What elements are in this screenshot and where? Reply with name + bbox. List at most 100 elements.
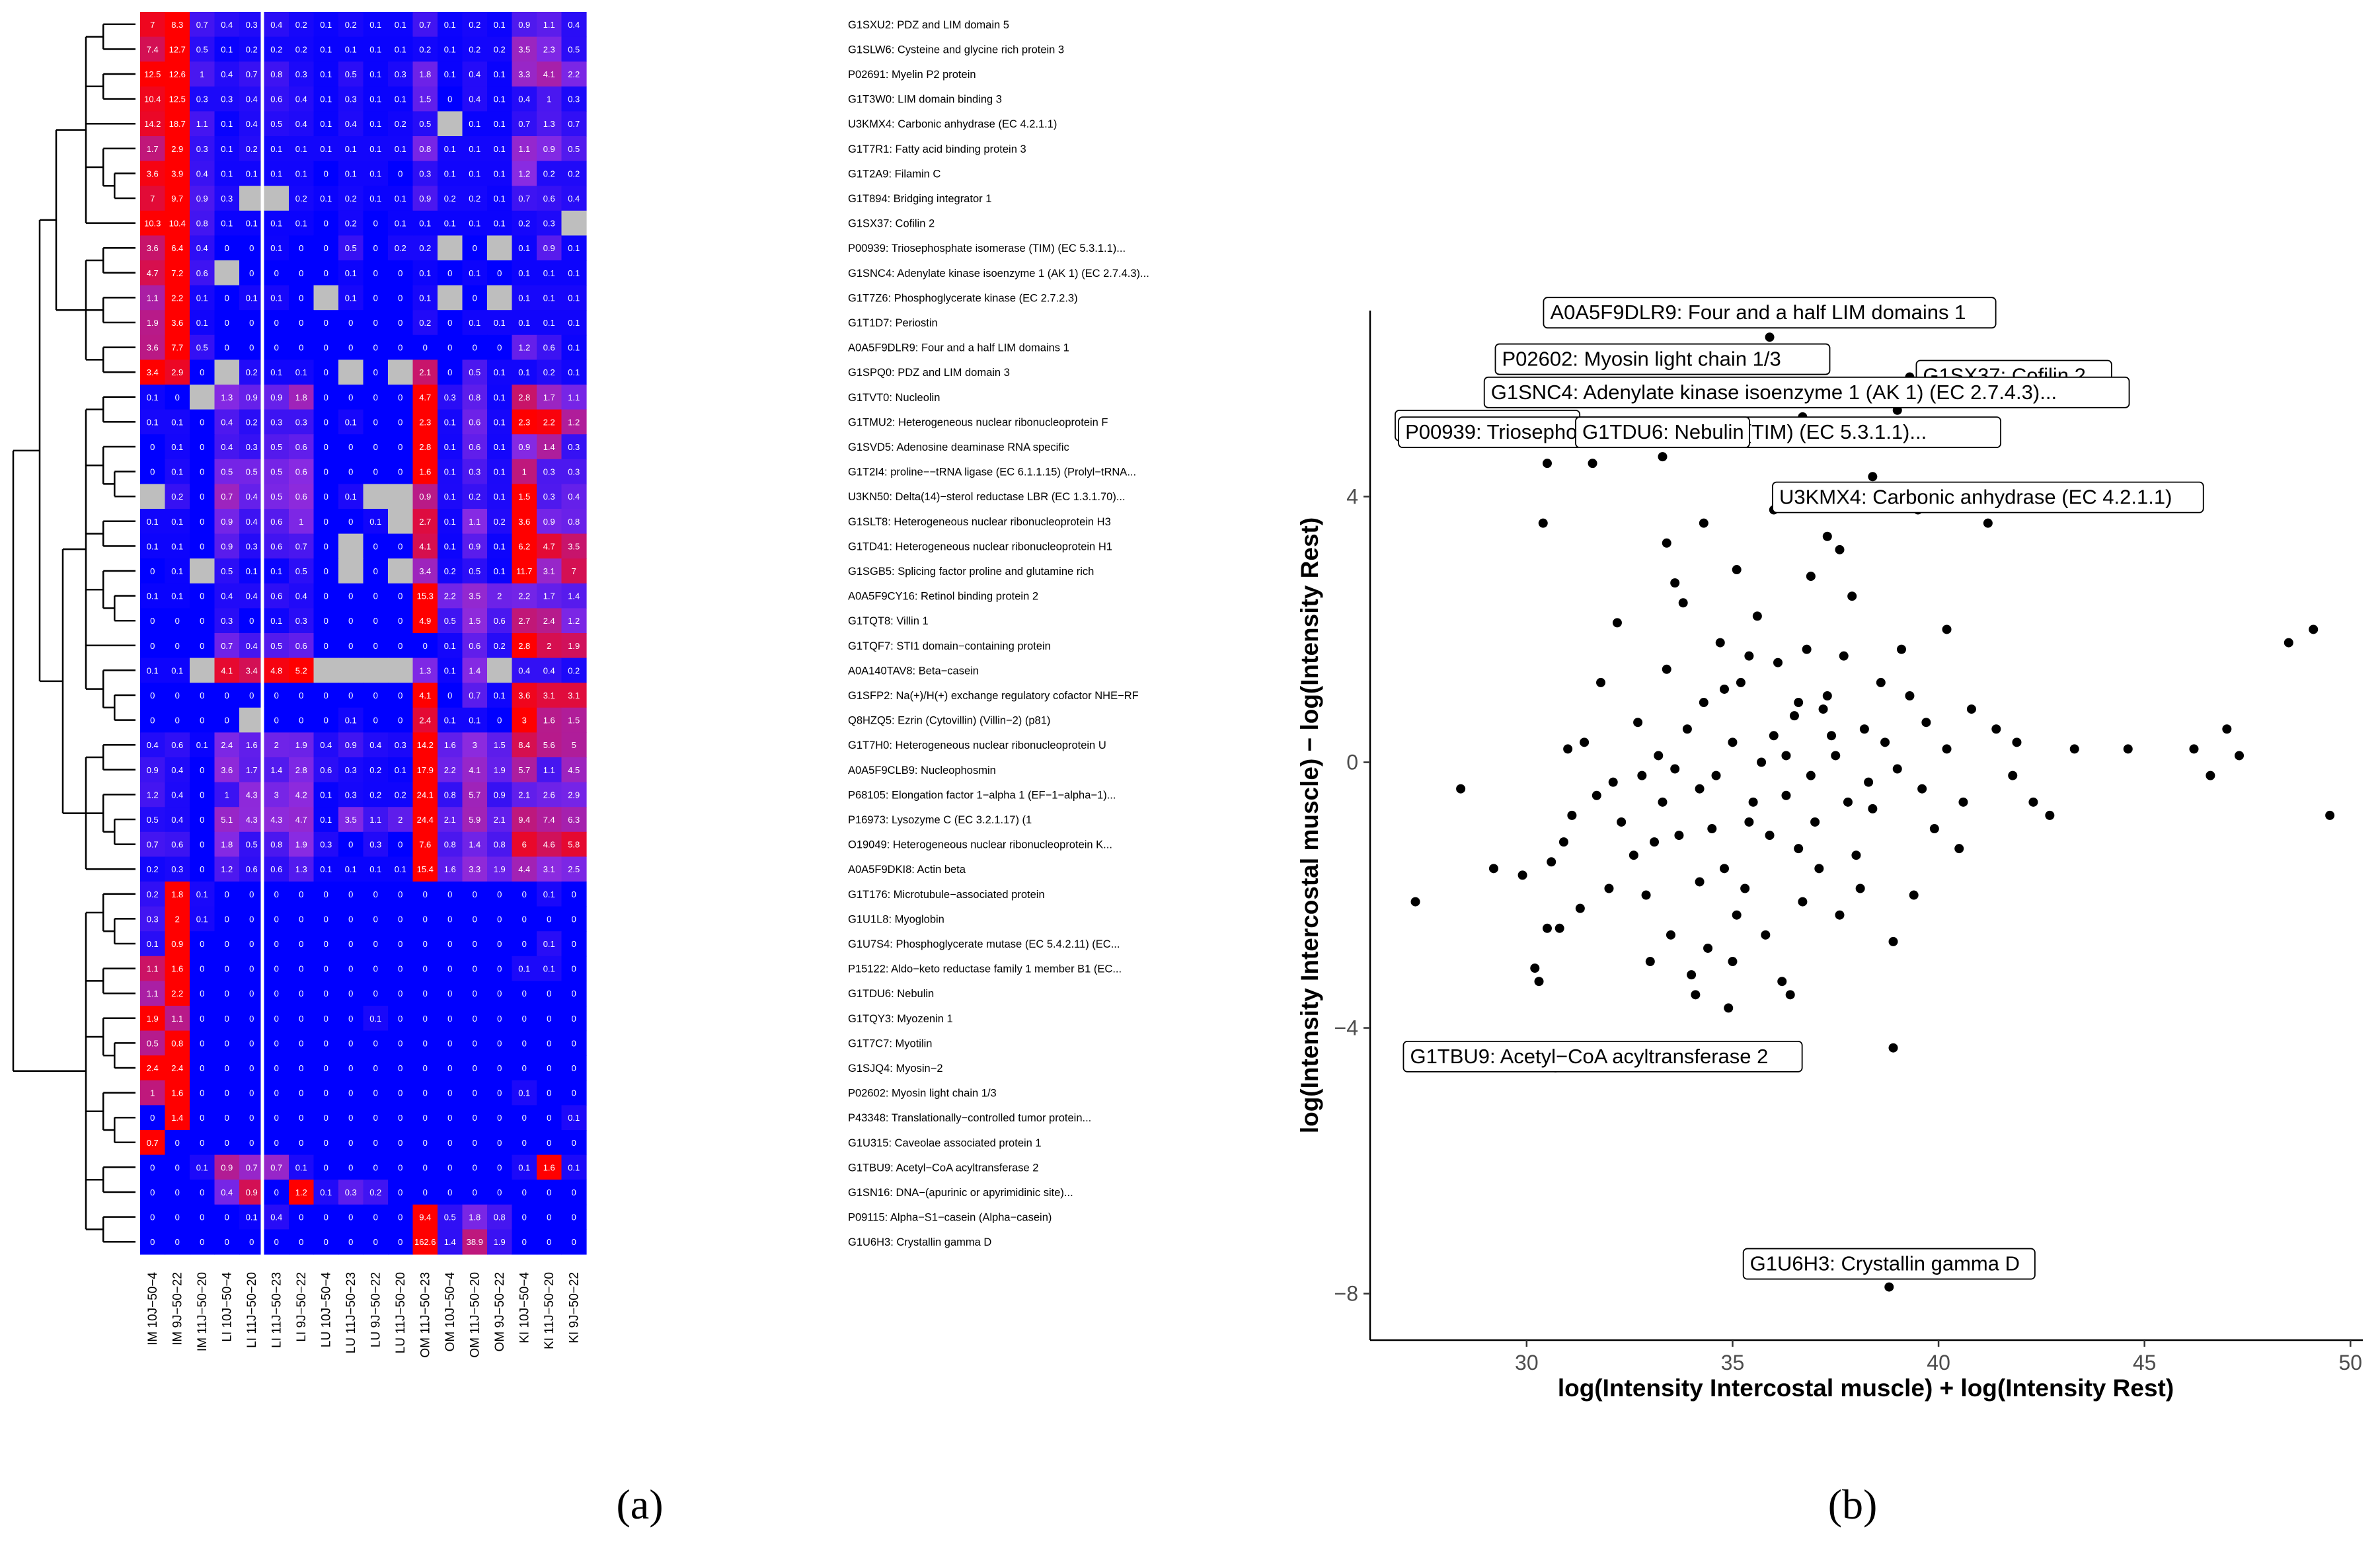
heatmap-cell-value: 0: [249, 964, 254, 974]
heatmap-cell: [363, 61, 389, 87]
heatmap-cell-value: 0: [447, 914, 452, 924]
heatmap-cell: [363, 509, 389, 535]
heatmap-cell-value: 0.1: [494, 467, 506, 477]
scatter-point: [1456, 784, 1466, 794]
heatmap-cell: [140, 285, 166, 311]
heatmap-cell: [289, 12, 315, 38]
heatmap-cell: [140, 12, 166, 38]
heatmap-row-label: G1T7H0: Heterogeneous nuclear ribonucleo…: [848, 739, 1106, 751]
heatmap-cell: [190, 161, 215, 186]
heatmap-cell-value: 0: [473, 914, 477, 924]
heatmap-cell-value: 0.6: [295, 442, 307, 452]
heatmap-cell-value: 0.4: [221, 20, 233, 30]
heatmap-cell-value: 0: [200, 467, 204, 477]
heatmap-cell-value: 4.2: [295, 790, 307, 800]
heatmap-cell-value: 162.6: [414, 1237, 436, 1247]
heatmap-cell: [537, 434, 562, 460]
heatmap-cell: [487, 633, 513, 659]
heatmap-cell: [512, 36, 537, 62]
heatmap-cell: [165, 12, 190, 38]
scatter-point: [1538, 518, 1548, 528]
heatmap-cell: [363, 260, 389, 286]
heatmap-cell: [338, 1030, 364, 1056]
heatmap-cell-value: 2: [497, 591, 502, 601]
heatmap-row-label: G1T2I4: proline−−tRNA ligase (EC 6.1.1.1…: [848, 467, 1136, 478]
heatmap-cell: [363, 12, 389, 38]
heatmap-cell: [512, 1154, 537, 1180]
heatmap-cell-value: 0: [473, 343, 477, 353]
heatmap-cell-value: 0: [249, 691, 254, 700]
heatmap-cell: [313, 658, 339, 683]
scatter-point: [1769, 731, 1779, 741]
heatmap-cell: [363, 558, 389, 584]
heatmap-cell-value: 0.2: [171, 492, 183, 502]
heatmap-cell: [462, 1180, 488, 1205]
heatmap-cell-value: 0: [547, 1014, 551, 1024]
heatmap-cell: [363, 1154, 389, 1180]
heatmap-cell: [264, 86, 289, 112]
heatmap-cell-value: 0: [423, 889, 428, 899]
heatmap-cell-value: 0: [225, 716, 229, 726]
heatmap-cell: [190, 981, 215, 1006]
heatmap-cell-value: 0.2: [444, 194, 456, 204]
heatmap-cell-value: 0: [522, 1113, 527, 1123]
heatmap-cell: [412, 186, 438, 211]
heatmap-cell-value: 0: [373, 318, 378, 328]
heatmap-cell: [487, 956, 513, 981]
scatter-point: [1744, 817, 1754, 827]
heatmap-cell: [462, 12, 488, 38]
heatmap-cell-value: 2.8: [518, 641, 530, 651]
heatmap-cell: [561, 1130, 587, 1156]
heatmap-cell: [363, 807, 389, 833]
heatmap-cell-value: 12.5: [144, 69, 161, 79]
heatmap-cell-value: 2.9: [171, 144, 183, 154]
heatmap-cell: [239, 86, 265, 112]
heatmap-cell: [561, 707, 587, 733]
scatter-point: [1781, 790, 1791, 800]
heatmap-cell: [140, 1180, 166, 1205]
heatmap-cell-value: 0: [324, 517, 328, 527]
scatter-point: [1534, 977, 1544, 987]
heatmap-cell-value: 12.6: [169, 69, 186, 79]
heatmap-cell-value: 0.4: [469, 69, 480, 79]
heatmap-column-label: OM 9J−50−22: [493, 1272, 507, 1351]
heatmap-cell-value: 5.8: [568, 840, 580, 850]
heatmap-row-label: G1T1D7: Periostin: [848, 317, 938, 329]
heatmap-cell: [165, 334, 190, 360]
heatmap-cell: [561, 86, 587, 112]
heatmap-cell: [512, 12, 537, 38]
heatmap-cell: [140, 856, 166, 882]
scatter-point: [1670, 578, 1680, 588]
heatmap-cell-value: 0: [447, 889, 452, 899]
heatmap-cell-value: 0.1: [395, 219, 406, 229]
heatmap-cell-value: 0: [497, 716, 502, 726]
heatmap-cell-value: 1.4: [270, 765, 282, 775]
heatmap-cell-value: 0: [299, 1038, 303, 1048]
heatmap-cell-value: 0: [497, 1063, 502, 1073]
heatmap-cell-value: 0.1: [171, 541, 183, 551]
heatmap-cell: [289, 1204, 315, 1230]
heatmap-cell: [165, 434, 190, 460]
scatter-point: [1707, 824, 1717, 834]
heatmap-cell-value: 0: [398, 1237, 403, 1247]
heatmap-cell: [165, 509, 190, 535]
scatter-point: [1814, 864, 1824, 874]
heatmap-cell-value: 0: [473, 243, 477, 253]
heatmap-cell: [561, 931, 587, 957]
heatmap-cell-value: 0.4: [221, 417, 233, 427]
y-axis-label: log(Intensity Intercostal muscle) − log(…: [1296, 517, 1323, 1133]
heatmap-cell-value: 0.6: [270, 864, 282, 874]
heatmap-cell-value: 0.3: [543, 492, 555, 502]
heatmap-cell-value: 0.7: [568, 119, 580, 129]
heatmap-cell: [214, 956, 240, 981]
heatmap-cell: [363, 111, 389, 137]
heatmap-cell-value: 2: [274, 740, 279, 750]
heatmap-cell: [313, 161, 339, 186]
heatmap-cell-value: 0: [348, 641, 353, 651]
scatter-point: [1909, 890, 1919, 900]
heatmap-cell-value: 0: [324, 964, 328, 974]
heatmap-cell: [313, 459, 339, 484]
heatmap-cell: [537, 633, 562, 659]
heatmap-cell: [165, 186, 190, 211]
heatmap-cell-value: 0: [200, 1237, 204, 1247]
